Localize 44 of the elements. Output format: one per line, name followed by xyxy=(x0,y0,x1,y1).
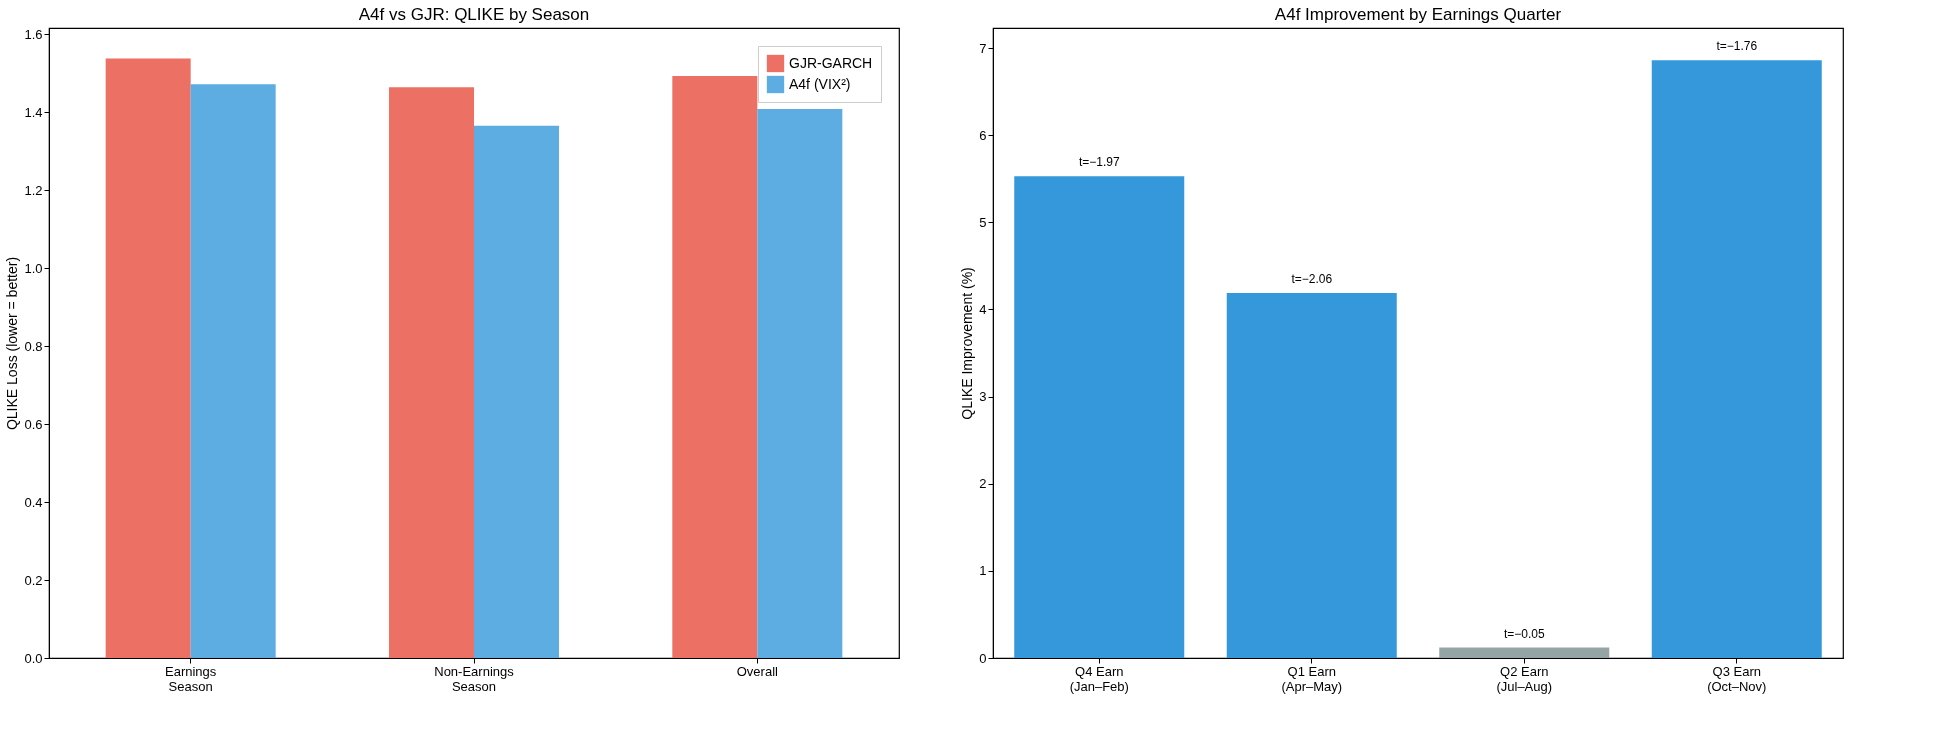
bar xyxy=(1014,176,1185,658)
x-tick-label: Q2 Earn (Jul–Aug) xyxy=(1496,663,1553,694)
y-tick-label: 0 xyxy=(979,650,987,666)
y-tick-label: 1.6 xyxy=(24,26,43,42)
annotation: t=−1.76 xyxy=(1716,39,1758,54)
y-axis-title: QLIKE Loss (lower = better) xyxy=(4,256,21,431)
y-tick-label: 0.8 xyxy=(24,338,43,354)
x-tick-label: Earnings Season xyxy=(165,663,217,694)
annotation: t=−0.05 xyxy=(1503,626,1545,641)
legend-label: A4f (VIX²) xyxy=(789,75,851,92)
x-tick-label: Non-Earnings Season xyxy=(434,663,515,694)
y-tick-label: 2 xyxy=(979,476,987,492)
annotation: t=−2.06 xyxy=(1291,271,1333,286)
y-tick-label: 0.2 xyxy=(24,572,43,588)
bar xyxy=(1226,292,1397,658)
y-tick-label: 0.6 xyxy=(24,416,43,432)
y-tick-label: 1 xyxy=(979,563,987,579)
chart-title: A4f vs GJR: QLIKE by Season xyxy=(358,5,590,24)
y-tick-label: 1.0 xyxy=(24,260,43,276)
x-tick-label: Overall xyxy=(736,663,779,679)
y-tick-label: 3 xyxy=(979,389,987,405)
y-tick-label: 1.4 xyxy=(24,104,43,120)
y-tick-label: 4 xyxy=(979,301,987,317)
bar xyxy=(190,84,276,658)
bar xyxy=(672,75,758,658)
bar xyxy=(105,58,191,658)
y-tick-label: 0.0 xyxy=(24,650,43,666)
chart-title: A4f Improvement by Earnings Quarter xyxy=(1274,5,1562,24)
bar xyxy=(1651,60,1822,658)
bar xyxy=(389,87,474,658)
y-axis-title: QLIKE Improvement (%) xyxy=(959,267,976,420)
annotation: t=−1.97 xyxy=(1078,155,1120,170)
x-tick-label: Q3 Earn (Oct–Nov) xyxy=(1707,663,1767,694)
y-tick-label: 0.4 xyxy=(24,494,43,510)
bar xyxy=(1439,647,1610,658)
x-tick-label: Q4 Earn (Jan–Feb) xyxy=(1069,663,1129,694)
x-tick-label: Q1 Earn (Apr–May) xyxy=(1281,663,1343,694)
y-tick-label: 7 xyxy=(979,40,987,56)
bar xyxy=(474,125,559,658)
bar xyxy=(757,109,843,658)
y-tick-label: 1.2 xyxy=(24,182,43,198)
legend-label: GJR-GARCH xyxy=(789,54,873,71)
y-tick-label: 6 xyxy=(979,127,987,143)
y-tick-label: 5 xyxy=(979,214,987,230)
